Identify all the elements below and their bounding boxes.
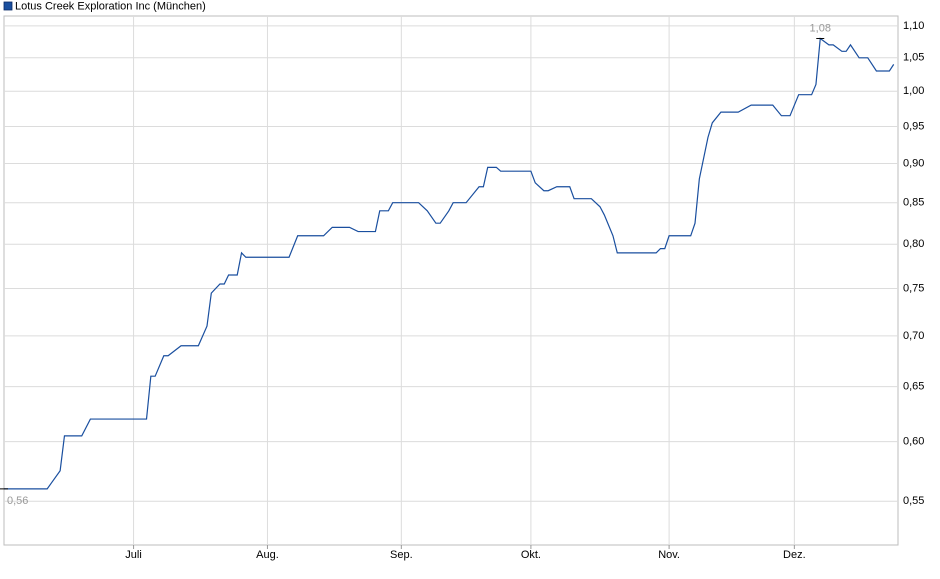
y-tick-label: 0,95 [903,120,924,132]
y-tick-label: 0,70 [903,330,924,342]
y-tick-label: 1,10 [903,20,924,32]
y-tick-label: 0,80 [903,238,924,250]
x-tick-label: Aug. [256,549,279,561]
y-tick-label: 0,90 [903,157,924,169]
y-tick-label: 0,75 [903,282,924,294]
legend-swatch [3,1,13,11]
line-series [4,37,895,490]
y-tick-label: 0,55 [903,495,924,507]
legend-label: Lotus Creek Exploration Inc (München) [15,0,206,12]
y-tick-label: 0,85 [903,197,924,209]
plot-frame [3,15,899,546]
annotation-label: 1,08 [810,22,831,34]
y-tick-label: 0,60 [903,435,924,447]
x-tick-label: Sep. [390,549,413,561]
y-tick-label: 0,65 [903,381,924,393]
y-tick-label: 1,05 [903,52,924,64]
x-tick-label: Nov. [658,549,680,561]
x-tick-label: Dez. [783,549,806,561]
x-tick-label: Okt. [521,549,541,561]
y-tick-label: 1,00 [903,85,924,97]
x-tick-label: Juli [125,549,142,561]
annotation-label: 0,56 [7,495,28,507]
